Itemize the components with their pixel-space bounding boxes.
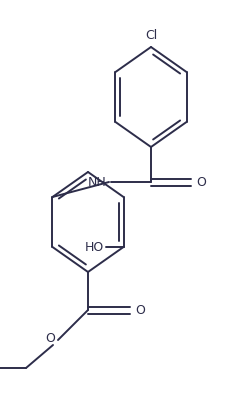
Text: Cl: Cl: [144, 29, 156, 42]
Text: O: O: [195, 175, 205, 189]
Text: O: O: [134, 303, 144, 316]
Text: NH: NH: [88, 175, 106, 189]
Text: HO: HO: [84, 241, 103, 254]
Text: O: O: [45, 331, 55, 345]
